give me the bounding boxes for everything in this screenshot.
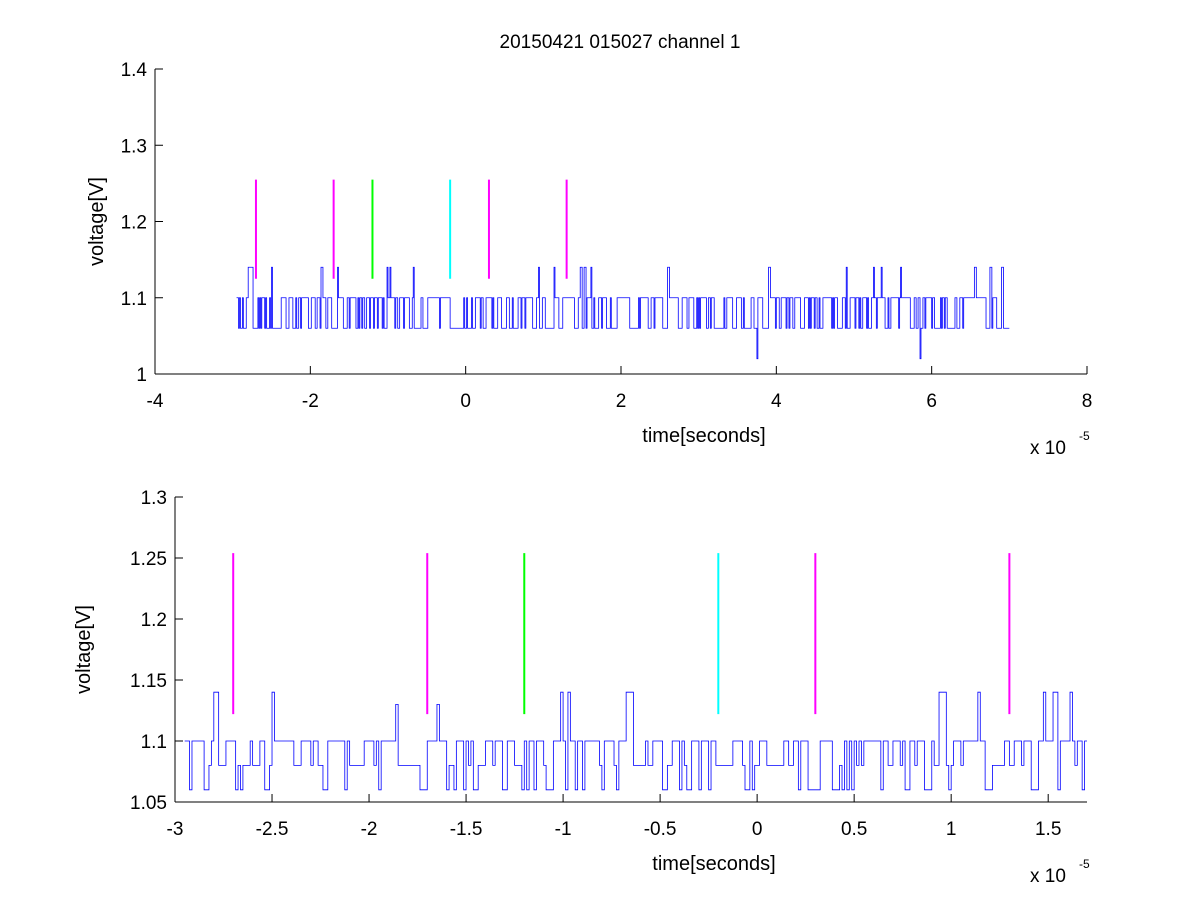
x-tick-label: -2.5: [256, 819, 289, 840]
x-exponent-power: -5: [1079, 857, 1090, 871]
y-tick-label: 1.2: [141, 610, 167, 631]
bottom-plot-panel: -3 -2.5 -2 -1.5 -1 -0.5 0 0.5 1 1.5 1.05 1.1 1.15 1.2…: [73, 488, 1090, 887]
x-tick-label: -0.5: [644, 819, 677, 840]
y-axis-label: voltage[V]: [73, 605, 95, 694]
x-tick-label: 0.5: [841, 819, 867, 840]
x-tick-label: 4: [771, 391, 782, 412]
x-exponent-label: x 10: [1030, 438, 1066, 459]
y-tick-label: 1: [136, 365, 147, 386]
x-tick-label: 2: [616, 391, 627, 412]
x-exponent-power: -5: [1079, 429, 1090, 443]
top-plot-panel: -4 -2 0 2 4 6 8 1 1.1 1.2 1.3 1.4 time[seconds] volta…: [86, 60, 1092, 459]
x-exponent-label: x 10: [1030, 866, 1066, 887]
signal-trace: [236, 266, 1010, 360]
x-tick-label: -4: [147, 391, 164, 412]
y-tick-label: 1.2: [121, 213, 147, 234]
x-tick-label: 0: [460, 391, 471, 412]
y-tick-label: 1.3: [141, 488, 167, 509]
y-tick-label: 1.3: [121, 136, 147, 157]
x-tick-label: 0: [752, 819, 763, 840]
x-tick-label: 1.5: [1035, 819, 1061, 840]
x-tick-label: -2: [361, 819, 378, 840]
x-tick-label: -1: [555, 819, 572, 840]
y-tick-label: 1.4: [121, 60, 148, 81]
figure-title: 20150421 015027 channel 1: [500, 32, 741, 53]
x-axis-label: time[seconds]: [642, 425, 765, 447]
y-tick-label: 1.05: [130, 793, 167, 814]
x-tick-label: -2: [302, 391, 319, 412]
x-tick-label: 6: [926, 391, 937, 412]
y-axis-label: voltage[V]: [86, 177, 108, 266]
x-tick-label: 8: [1082, 391, 1093, 412]
y-tick-label: 1.15: [130, 671, 167, 692]
signal-trace: [184, 691, 1087, 791]
y-tick-label: 1.25: [130, 549, 167, 570]
y-tick-label: 1.1: [121, 289, 147, 310]
x-axis-label: time[seconds]: [652, 853, 775, 875]
x-tick-label: -3: [167, 819, 184, 840]
y-tick-label: 1.1: [141, 732, 167, 753]
x-tick-label: 1: [946, 819, 957, 840]
x-tick-label: -1.5: [450, 819, 483, 840]
